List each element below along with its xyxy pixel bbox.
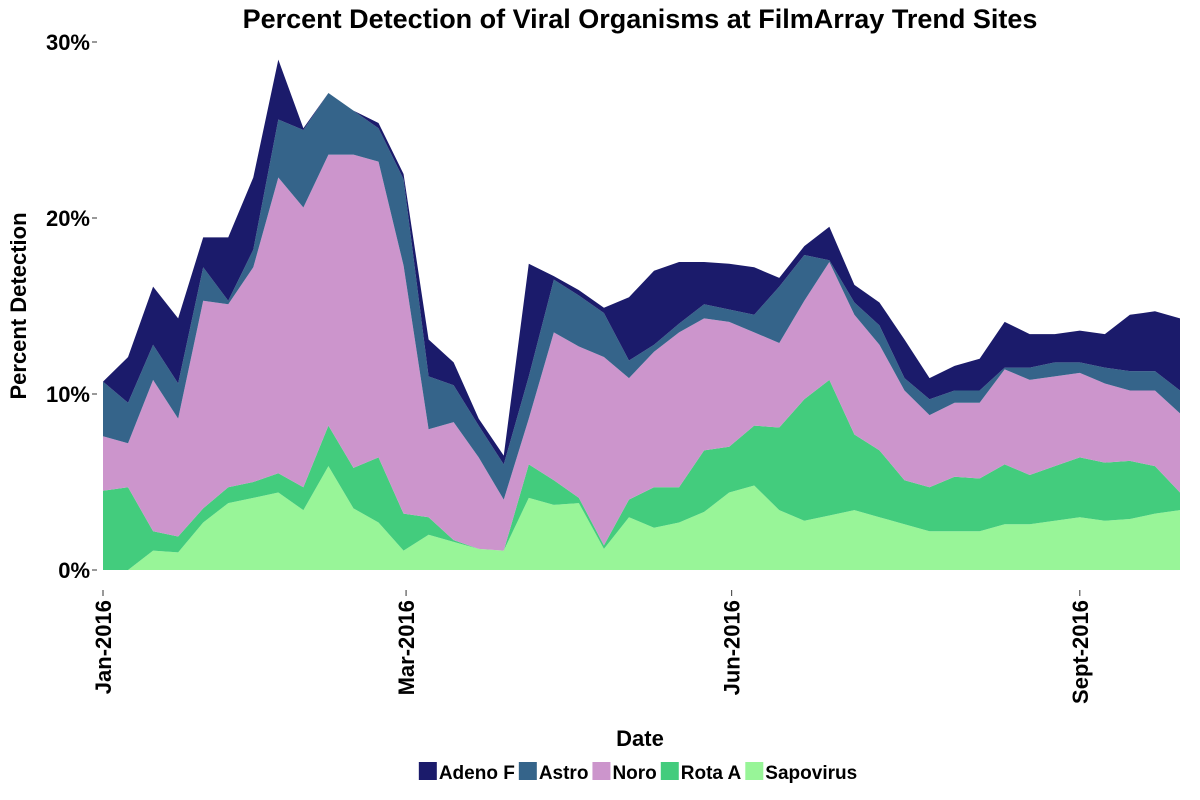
x-tick-label: Jan-2016 xyxy=(91,600,116,694)
area xyxy=(103,466,1180,570)
x-tick-label: Jun-2016 xyxy=(720,600,745,695)
legend-swatch xyxy=(660,762,679,780)
x-tick-label: Sept-2016 xyxy=(1068,600,1093,704)
chart-title: Percent Detection of Viral Organisms at … xyxy=(243,4,1038,34)
legend-label: Astro xyxy=(539,763,589,784)
area xyxy=(103,154,1180,551)
legend-label: Noro xyxy=(612,763,656,784)
area xyxy=(103,379,1180,570)
x-axis-label: Date xyxy=(616,726,664,751)
y-axis-label: Percent Detection xyxy=(6,212,31,399)
y-tick-label: 30% xyxy=(46,30,90,55)
legend-label: Rota A xyxy=(681,763,742,784)
legend-swatch xyxy=(418,762,437,780)
legend-swatch xyxy=(592,762,611,780)
legend-label: Adeno F xyxy=(439,763,515,784)
area xyxy=(103,59,1180,465)
legend-label: Sapovirus xyxy=(765,763,857,784)
x-tick-label: Mar-2016 xyxy=(394,600,419,695)
y-tick-label: 0% xyxy=(58,558,90,583)
legend-swatch xyxy=(518,762,537,780)
legend-swatch xyxy=(745,762,764,780)
y-tick-label: 10% xyxy=(46,382,90,407)
y-tick-label: 20% xyxy=(46,206,90,231)
